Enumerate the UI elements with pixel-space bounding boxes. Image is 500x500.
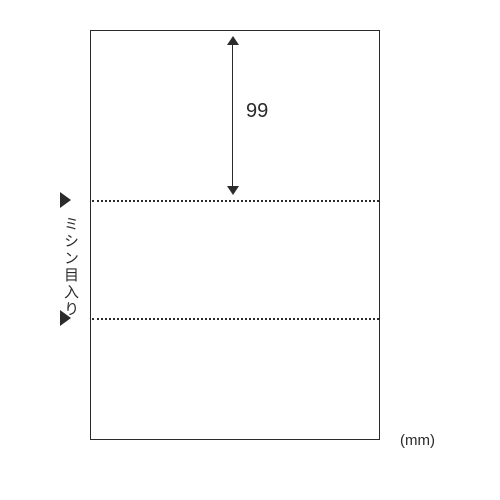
perforation-marker-1 <box>60 192 71 208</box>
dimension-arrow-line <box>232 42 233 190</box>
dimension-arrow-head-top <box>227 36 239 45</box>
unit-label: (mm) <box>400 432 435 449</box>
dimension-arrow-head-bottom <box>227 186 239 195</box>
perforation-label: ミシン目入り <box>60 216 81 318</box>
dimension-value: 99 <box>246 100 268 123</box>
perforation-line-1 <box>92 200 379 202</box>
perforation-line-2 <box>92 318 379 320</box>
paper-sheet <box>90 30 380 440</box>
